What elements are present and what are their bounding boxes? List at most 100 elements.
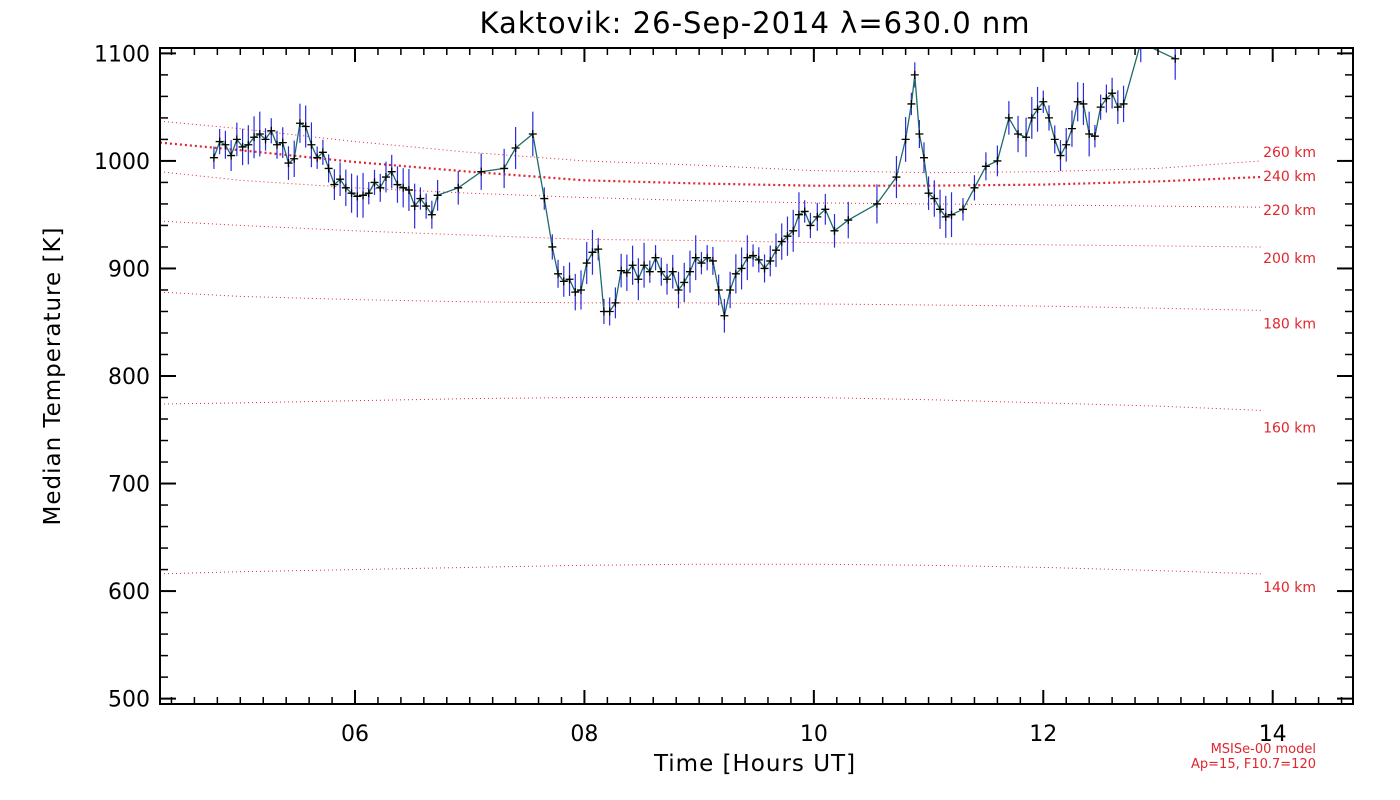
data-point-116 [1033,105,1042,114]
data-point-73 [703,253,712,262]
model-curve-label-1: 240 km [1263,169,1316,185]
data-point-129 [1108,89,1117,98]
data-point-5 [238,142,247,151]
data-point-95 [844,216,853,225]
data-point-40 [454,183,463,192]
data-point-8 [255,130,264,139]
data-point-96 [872,199,881,208]
data-point-58 [617,266,626,275]
data-point-110 [981,162,990,171]
data-point-60 [628,261,637,270]
chart-title: Kaktovik: 26-Sep-2014 λ=630.0 nm [479,6,1030,40]
data-point-120 [1056,151,1065,160]
data-point-16 [301,122,310,131]
data-point-85 [772,246,781,255]
data-point-79 [737,264,746,273]
data-point-119 [1050,135,1059,144]
data-point-77 [726,285,735,294]
data-point-56 [605,307,614,316]
data-point-91 [806,221,815,230]
data-point-78 [731,269,740,278]
data-point-13 [284,159,293,168]
data-point-26 [359,191,368,200]
x-axis-label: Time [Hours UT] [653,751,856,777]
data-point-9 [261,135,270,144]
y-tick-label-4: 900 [108,257,150,282]
model-curve-1 [160,141,1262,187]
data-point-114 [1022,133,1031,142]
data-point-2 [221,140,230,149]
data-point-132 [1137,39,1145,47]
data-point-57 [611,298,620,307]
data-point-105 [936,205,945,214]
data-point-81 [749,251,758,260]
data-point-42 [500,164,509,173]
data-point-102 [919,153,928,162]
data-point-113 [1014,130,1023,139]
data-point-123 [1073,97,1082,106]
model-curve-3 [160,220,1262,248]
data-point-37 [422,202,431,211]
data-point-88 [789,226,798,235]
data-point-72 [697,259,706,268]
data-point-133 [1171,54,1180,63]
data-point-43 [511,144,520,153]
data-point-52 [582,259,591,268]
data-point-46 [548,242,557,251]
data-point-67 [668,267,677,276]
data-point-6 [244,140,253,149]
data-point-115 [1027,113,1036,122]
data-point-69 [680,278,689,287]
data-point-50 [571,288,580,297]
y-tick-label-6: 1100 [94,42,150,67]
data-point-82 [754,255,763,264]
data-point-17 [307,140,316,149]
data-point-131 [1119,99,1128,108]
model-curve-label-5: 160 km [1263,420,1316,436]
data-point-53 [588,248,597,257]
data-point-86 [777,237,786,246]
data-point-54 [594,245,603,254]
data-point-20 [324,164,333,173]
data-point-125 [1085,130,1094,139]
data-point-87 [783,232,792,241]
data-point-35 [410,202,419,211]
data-point-126 [1090,132,1099,141]
model-curve-layer [160,120,1262,575]
data-point-34 [404,185,413,194]
x-tick-label-4: 14 [1259,722,1287,747]
data-point-48 [559,277,568,286]
data-point-51 [576,285,585,294]
data-point-94 [830,226,839,235]
data-point-68 [674,285,683,294]
data-point-31 [387,167,396,176]
data-point-109 [970,183,979,192]
model-curve-4 [160,291,1262,311]
data-point-27 [364,189,373,198]
data-point-70 [685,267,694,276]
data-point-64 [651,253,660,262]
data-point-80 [743,253,752,262]
model-curve-5 [160,397,1262,411]
data-point-111 [993,156,1002,165]
data-point-23 [341,183,350,192]
data-point-21 [330,180,339,189]
data-point-19 [318,148,327,157]
model-curve-6 [160,563,1262,575]
x-tick-label-2: 10 [800,722,828,747]
model-curve-label-0: 260 km [1263,145,1316,161]
data-point-41 [477,167,486,176]
axis-ticks [160,48,1353,704]
data-point-104 [930,194,939,203]
x-tick-label-1: 08 [570,722,598,747]
data-point-4 [232,135,241,144]
data-point-29 [376,183,385,192]
data-point-24 [347,189,356,198]
data-line [213,48,1176,316]
data-point-30 [381,173,390,182]
data-point-18 [313,153,322,162]
data-point-25 [353,192,362,201]
data-point-130 [1113,103,1122,112]
data-point-106 [941,212,950,221]
data-point-11 [273,140,282,149]
